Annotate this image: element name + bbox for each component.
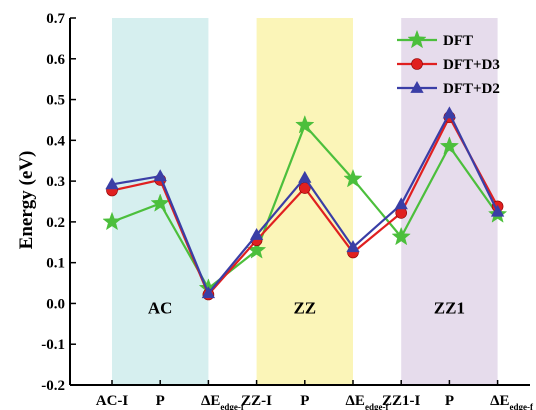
data-point <box>102 211 122 231</box>
x-tick-main: ΔE <box>490 393 509 409</box>
legend-label: DFT <box>443 33 473 49</box>
legend-marker <box>407 29 427 49</box>
data-point <box>391 226 411 246</box>
data-point <box>439 136 460 155</box>
legend-label: DFT+D3 <box>443 57 500 73</box>
x-tick-main: P <box>156 393 165 409</box>
x-tick-label: ZZ1-I <box>382 393 421 409</box>
x-tick-label: P <box>445 393 454 409</box>
series-layer <box>102 106 508 301</box>
x-tick-label: AC-I <box>96 393 129 409</box>
x-tick-label: P <box>300 393 309 409</box>
y-tick-label: 0.5 <box>46 93 65 109</box>
legend: DFT DFT+D3 DFT+D2 <box>397 29 500 97</box>
y-tick-label: 0.0 <box>46 296 65 312</box>
x-tick-main: P <box>300 393 309 409</box>
legend-label: DFT+D2 <box>443 81 500 97</box>
y-tick-label: -0.1 <box>41 337 65 353</box>
x-tick-subscript: edge-f <box>365 402 389 410</box>
data-point <box>490 204 505 217</box>
region-labels: AC ZZ ZZ1 <box>148 299 465 318</box>
data-point <box>442 106 457 119</box>
x-tick-main: ΔE <box>201 393 220 409</box>
x-tick-label: ZZ-I <box>241 393 272 409</box>
data-point <box>150 193 170 212</box>
region-label: ZZ1 <box>434 299 465 318</box>
data-point <box>153 169 167 182</box>
x-tick-main: ZZ-I <box>241 393 272 409</box>
y-tick-label: 0.3 <box>46 174 65 190</box>
x-tick-subscript: edge-f <box>220 402 244 410</box>
region-label: ZZ <box>293 299 316 318</box>
data-point <box>343 168 363 188</box>
y-tick-label: 0.7 <box>46 11 65 27</box>
y-tick-label: -0.2 <box>41 378 65 394</box>
y-tick-label: 0.6 <box>46 52 65 68</box>
y-tick-label: 0.4 <box>46 133 65 149</box>
x-tick-subscript: edge-f <box>510 402 534 410</box>
data-point <box>394 197 408 210</box>
region-band <box>401 18 498 385</box>
x-tick-main: ΔE <box>346 393 365 409</box>
data-point <box>105 177 119 190</box>
x-tick-main: ZZ1-I <box>382 393 421 409</box>
data-point <box>295 114 315 134</box>
data-point <box>298 170 312 183</box>
y-axis-title: Energy (eV) <box>16 151 37 250</box>
region-label: AC <box>148 299 173 318</box>
data-point <box>201 286 216 299</box>
y-tick-labels: -0.2 -0.1 0.0 0.1 0.2 0.3 0.4 0.5 0.6 0.7 <box>41 11 65 394</box>
x-tick-label: ΔEedge-f <box>490 393 534 410</box>
y-tick-label: 0.2 <box>46 215 65 231</box>
region-bands <box>112 18 498 385</box>
axes <box>69 17 530 386</box>
legend-marker <box>411 58 423 70</box>
x-tick-label: P <box>156 393 165 409</box>
x-tick-main: AC-I <box>96 393 129 409</box>
x-tick-main: P <box>445 393 454 409</box>
data-point <box>346 240 360 253</box>
x-tick-label: ΔEedge-f <box>346 393 390 410</box>
series-dft-d2 <box>105 106 505 299</box>
data-point <box>249 227 264 240</box>
y-tick-label: 0.1 <box>46 256 65 272</box>
legend-marker <box>410 81 424 93</box>
x-tick-label: ΔEedge-f <box>201 393 245 410</box>
region-band <box>256 18 353 385</box>
